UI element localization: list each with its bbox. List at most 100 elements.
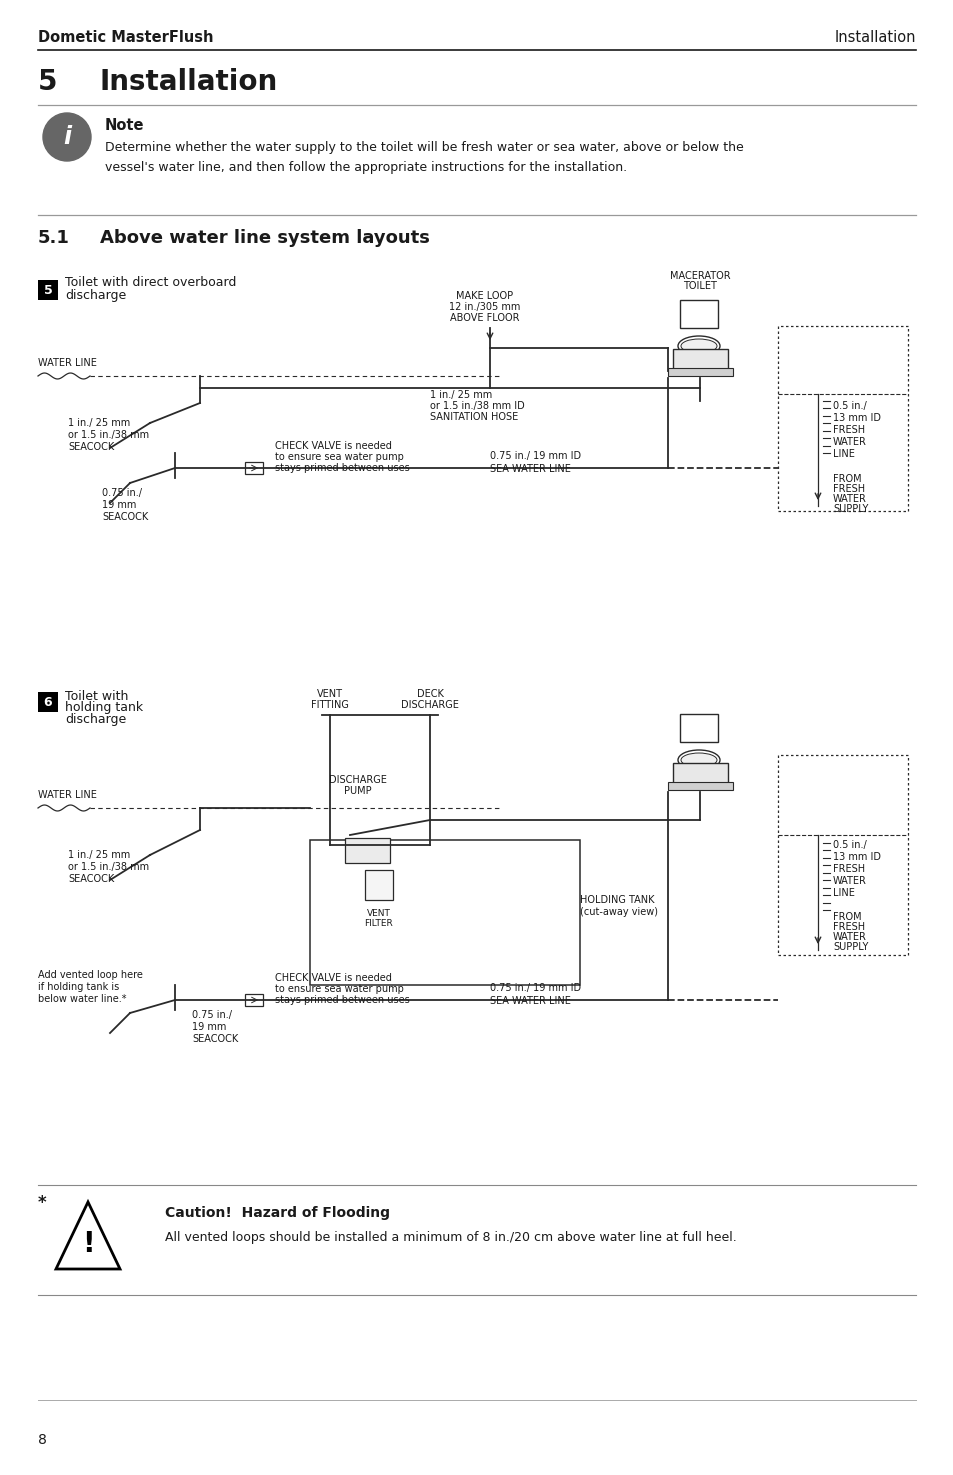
Text: FILTER: FILTER <box>364 919 393 928</box>
Text: DECK: DECK <box>416 689 443 699</box>
Text: 0.75 in./ 19 mm ID: 0.75 in./ 19 mm ID <box>490 982 580 993</box>
Text: Add vented loop here: Add vented loop here <box>38 971 143 979</box>
Text: FRESH: FRESH <box>832 922 864 932</box>
Text: 13 mm ID: 13 mm ID <box>832 413 880 423</box>
FancyBboxPatch shape <box>667 782 732 791</box>
Text: VENT: VENT <box>316 689 343 699</box>
Bar <box>38 280 58 299</box>
Ellipse shape <box>678 336 720 355</box>
Text: 5: 5 <box>38 68 57 96</box>
Text: 12 in./305 mm: 12 in./305 mm <box>449 302 520 313</box>
Circle shape <box>43 114 91 161</box>
Text: Installation: Installation <box>834 31 915 46</box>
FancyBboxPatch shape <box>672 350 727 372</box>
Text: SUPPLY: SUPPLY <box>832 943 867 951</box>
Polygon shape <box>56 1202 120 1268</box>
Text: 1 in./ 25 mm: 1 in./ 25 mm <box>430 389 492 400</box>
Text: WATER: WATER <box>832 932 866 943</box>
Text: 5.1: 5.1 <box>38 229 70 246</box>
Text: discharge: discharge <box>65 714 126 727</box>
Text: (cut-away view): (cut-away view) <box>579 907 658 917</box>
Text: LINE: LINE <box>832 448 854 459</box>
Text: *: * <box>38 1193 47 1212</box>
Text: SEACOCK: SEACOCK <box>192 1034 238 1044</box>
Text: Above water line system layouts: Above water line system layouts <box>100 229 430 246</box>
FancyBboxPatch shape <box>679 299 718 327</box>
Text: VENT: VENT <box>367 909 391 917</box>
Text: or 1.5 in./38 mm ID: or 1.5 in./38 mm ID <box>430 401 524 412</box>
Text: or 1.5 in./38 mm: or 1.5 in./38 mm <box>68 431 149 440</box>
Text: 1 in./ 25 mm: 1 in./ 25 mm <box>68 850 131 860</box>
FancyBboxPatch shape <box>310 839 579 985</box>
Text: 0.5 in./: 0.5 in./ <box>832 401 866 412</box>
Text: to ensure sea water pump: to ensure sea water pump <box>274 984 403 994</box>
Text: discharge: discharge <box>65 289 126 302</box>
Text: FRESH: FRESH <box>832 484 864 494</box>
Text: or 1.5 in./38 mm: or 1.5 in./38 mm <box>68 861 149 872</box>
FancyBboxPatch shape <box>672 763 727 785</box>
Text: WATER: WATER <box>832 494 866 504</box>
Text: holding tank: holding tank <box>65 702 143 714</box>
Text: 13 mm ID: 13 mm ID <box>832 853 880 861</box>
Ellipse shape <box>678 749 720 770</box>
Text: FRESH: FRESH <box>832 864 864 875</box>
Text: Toilet with: Toilet with <box>65 689 129 702</box>
FancyBboxPatch shape <box>345 838 390 863</box>
Text: WATER: WATER <box>832 437 866 447</box>
Text: Note: Note <box>105 118 144 133</box>
Ellipse shape <box>680 754 717 767</box>
Text: 0.5 in./: 0.5 in./ <box>832 839 866 850</box>
Text: WATER LINE: WATER LINE <box>38 358 97 367</box>
FancyBboxPatch shape <box>667 367 732 376</box>
Text: vessel's water line, and then follow the appropriate instructions for the instal: vessel's water line, and then follow the… <box>105 161 626 174</box>
Text: ABOVE FLOOR: ABOVE FLOOR <box>450 313 519 323</box>
FancyBboxPatch shape <box>245 462 263 473</box>
Text: FROM: FROM <box>832 912 861 922</box>
Text: SEA WATER LINE: SEA WATER LINE <box>490 465 570 473</box>
Text: TOILET: TOILET <box>682 282 717 291</box>
Text: 0.75 in./ 19 mm ID: 0.75 in./ 19 mm ID <box>490 451 580 462</box>
Text: below water line.*: below water line.* <box>38 994 127 1004</box>
Text: CHECK VALVE is needed: CHECK VALVE is needed <box>274 441 392 451</box>
Text: Toilet with direct overboard: Toilet with direct overboard <box>65 276 236 289</box>
FancyBboxPatch shape <box>679 714 718 742</box>
Ellipse shape <box>680 339 717 353</box>
Text: SEA WATER LINE: SEA WATER LINE <box>490 996 570 1006</box>
Text: !: ! <box>82 1230 94 1258</box>
Text: FRESH: FRESH <box>832 425 864 435</box>
Text: i: i <box>63 125 71 149</box>
Text: if holding tank is: if holding tank is <box>38 982 119 993</box>
FancyBboxPatch shape <box>365 870 393 900</box>
Text: 5: 5 <box>44 283 52 296</box>
Text: 19 mm: 19 mm <box>102 500 136 510</box>
Text: 6: 6 <box>44 696 52 708</box>
Text: Determine whether the water supply to the toilet will be fresh water or sea wate: Determine whether the water supply to th… <box>105 140 743 153</box>
Text: LINE: LINE <box>832 888 854 898</box>
Text: 0.75 in./: 0.75 in./ <box>192 1010 232 1021</box>
Text: CHECK VALVE is needed: CHECK VALVE is needed <box>274 974 392 982</box>
Text: DISCHARGE: DISCHARGE <box>329 774 387 785</box>
Text: SEACOCK: SEACOCK <box>102 512 148 522</box>
Text: All vented loops should be installed a minimum of 8 in./20 cm above water line a: All vented loops should be installed a m… <box>165 1230 736 1243</box>
Text: DISCHARGE: DISCHARGE <box>400 701 458 709</box>
Text: to ensure sea water pump: to ensure sea water pump <box>274 451 403 462</box>
Text: WATER: WATER <box>832 876 866 886</box>
FancyBboxPatch shape <box>245 994 263 1006</box>
Text: SEACOCK: SEACOCK <box>68 875 114 884</box>
Bar <box>38 692 58 712</box>
Text: MACERATOR: MACERATOR <box>669 271 730 282</box>
Text: Dometic MasterFlush: Dometic MasterFlush <box>38 31 213 46</box>
Text: 19 mm: 19 mm <box>192 1022 226 1032</box>
Text: stays primed between uses: stays primed between uses <box>274 996 410 1004</box>
Text: SEACOCK: SEACOCK <box>68 442 114 451</box>
Text: PUMP: PUMP <box>344 786 372 797</box>
Text: 8: 8 <box>38 1434 47 1447</box>
Text: stays primed between uses: stays primed between uses <box>274 463 410 473</box>
Text: WATER LINE: WATER LINE <box>38 791 97 799</box>
Text: Installation: Installation <box>100 68 278 96</box>
Text: 0.75 in./: 0.75 in./ <box>102 488 142 499</box>
Text: MAKE LOOP: MAKE LOOP <box>456 291 513 301</box>
Text: FITTING: FITTING <box>311 701 349 709</box>
Text: FROM: FROM <box>832 473 861 484</box>
Text: 1 in./ 25 mm: 1 in./ 25 mm <box>68 417 131 428</box>
